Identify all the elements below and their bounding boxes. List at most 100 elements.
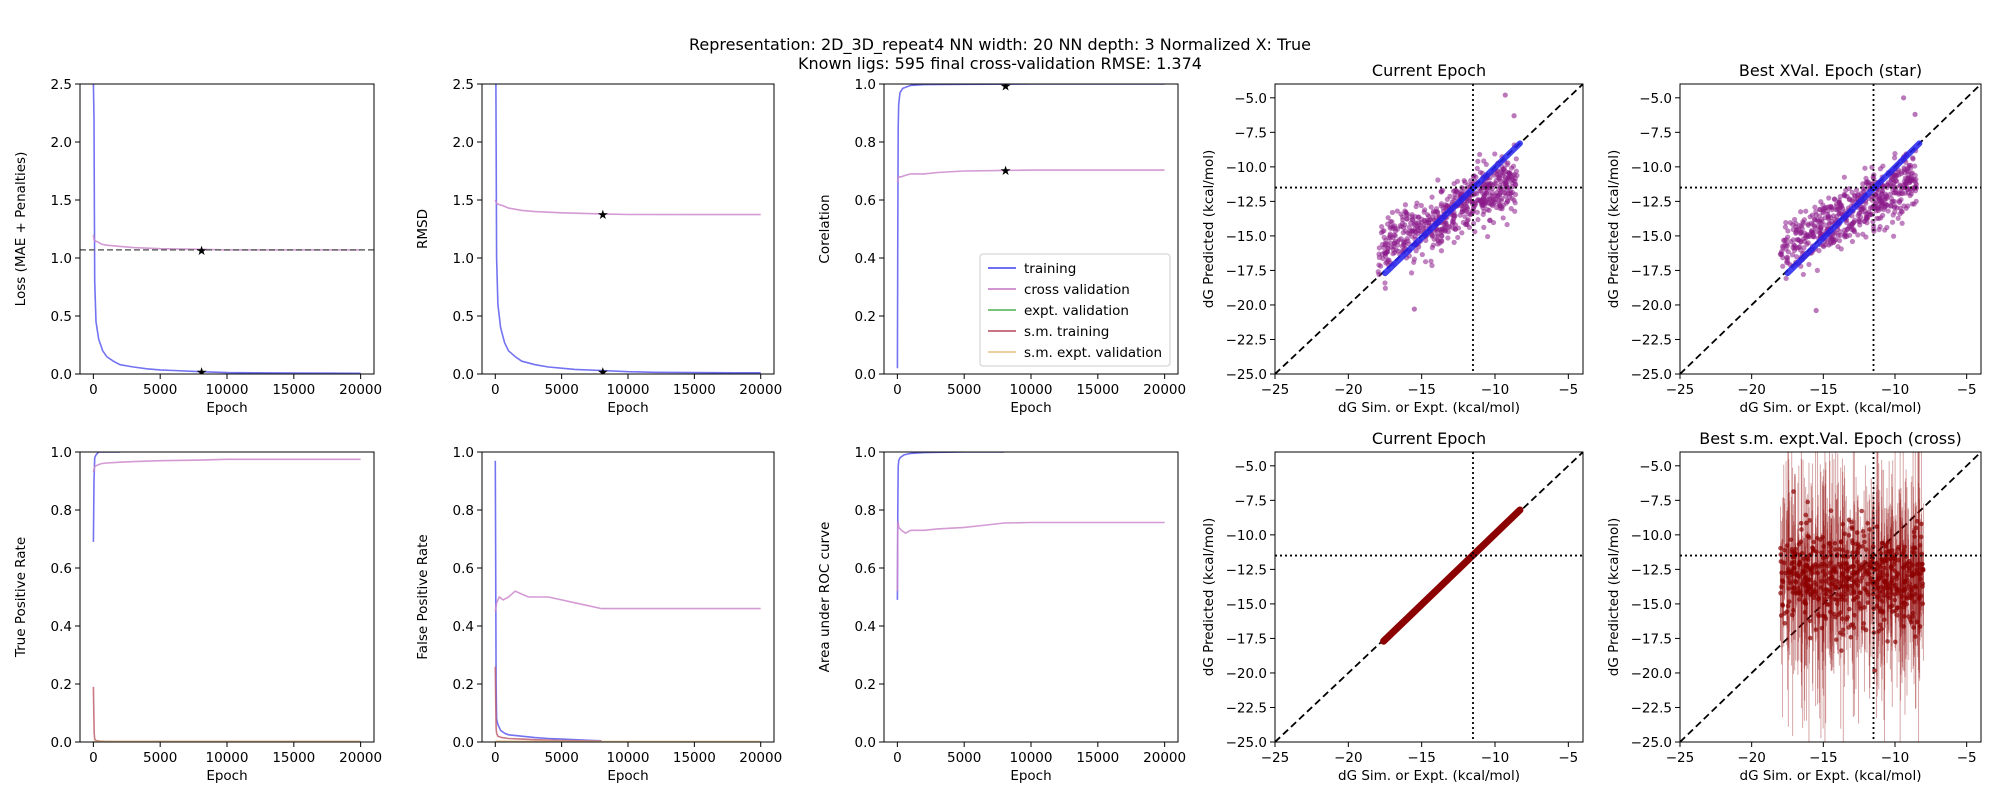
sm-point: [1805, 499, 1811, 505]
y-axis-label: dG Predicted (kcal/mol): [1201, 150, 1217, 309]
series-line-cross_validation: [494, 199, 761, 216]
sm-point: [1843, 578, 1849, 584]
sm-point: [1827, 588, 1833, 594]
sm-point: [1802, 610, 1808, 615]
cv-point: [1511, 197, 1517, 203]
sm-point: [1913, 592, 1918, 597]
cv-point: [1435, 241, 1441, 247]
y-tick-label: 0.8: [855, 135, 876, 151]
cv-point: [1453, 187, 1459, 194]
series-line-training: [92, 452, 121, 542]
x-tick-label: 10000: [206, 382, 249, 398]
sm-point: [1819, 550, 1824, 555]
sm-point: [1796, 573, 1801, 579]
axes-scatter_best: −25 −20 −15 −10 −5 −25.0 −22.5 −20.0 −17.5 −15.0 −…: [1606, 61, 1982, 416]
sm-point: [1906, 614, 1912, 619]
sm-point: [1834, 601, 1840, 607]
cv-point: [1884, 224, 1890, 231]
sm-point: [1911, 625, 1916, 630]
sm-point: [1885, 594, 1891, 599]
cv-point: [1382, 280, 1388, 286]
cv-point: [1820, 242, 1826, 249]
x-tick-label: 5000: [544, 382, 578, 398]
sm-point: [1899, 594, 1905, 599]
sm-point: [1791, 565, 1797, 570]
x-tick-label: 15000: [673, 382, 716, 398]
axes-layer: ★★0 5000 10000 15000 200000.00.51.01.52.02.5…: [13, 61, 1982, 784]
cv-point: [1475, 158, 1481, 164]
cv-point: [1438, 189, 1444, 195]
sm-point: [1890, 575, 1896, 581]
legend-label: s.m. training: [1024, 324, 1109, 340]
cv-point: [1413, 203, 1419, 210]
sm-point: [1872, 668, 1877, 673]
sm-point: [1876, 577, 1881, 582]
y-tick-label: −20.0: [1226, 298, 1267, 314]
cv-point: [1506, 172, 1512, 178]
x-tick-label: 0: [89, 750, 98, 766]
cv-point: [1880, 212, 1886, 218]
y-tick-label: −15.0: [1226, 229, 1267, 245]
sm-point: [1836, 612, 1841, 617]
sm-point: [1877, 605, 1882, 611]
sm-point: [1782, 547, 1788, 553]
cv-point: [1412, 221, 1418, 227]
cv-point: [1791, 216, 1798, 223]
cv-point: [1837, 193, 1843, 200]
y-tick-label: −12.5: [1226, 194, 1267, 210]
sm-point: [1848, 634, 1854, 640]
sm-point: [1865, 520, 1871, 526]
cv-point: [1857, 219, 1863, 225]
x-tick-label: −15: [1809, 750, 1838, 766]
cv-point: [1381, 234, 1387, 241]
cv-point: [1808, 228, 1815, 234]
sm-point: [1811, 595, 1817, 600]
series-line-cross_validation: [896, 169, 1165, 183]
cv-point: [1492, 151, 1498, 157]
series-line-sm_training: [494, 666, 602, 742]
sm-point: [1801, 570, 1807, 575]
cv-point: [1803, 208, 1809, 214]
sm-point: [1911, 529, 1917, 535]
x-tick-label: 10000: [206, 750, 249, 766]
sm-point: [1875, 584, 1881, 590]
cv-point: [1394, 208, 1400, 214]
sm-point: [1854, 550, 1859, 555]
sm-point: [1796, 541, 1802, 547]
y-tick-label: 1.0: [453, 251, 474, 267]
legend-label: s.m. expt. validation: [1024, 345, 1162, 361]
cv-outlier-point: [1901, 95, 1907, 101]
sm-point: [1811, 539, 1817, 545]
sm-point: [1823, 579, 1829, 584]
cv-point: [1496, 174, 1503, 181]
sm-point: [1860, 528, 1866, 534]
sm-point: [1849, 519, 1854, 525]
cv-point: [1793, 220, 1799, 227]
y-tick-label: −15.0: [1631, 229, 1672, 245]
cv-point: [1457, 212, 1463, 218]
sm-point: [1845, 549, 1850, 555]
sm-point: [1813, 582, 1819, 588]
x-tick-label: −10: [1481, 382, 1510, 398]
y-tick-label: −12.5: [1226, 562, 1267, 578]
y-tick-label: 0.8: [855, 503, 876, 519]
sm-point: [1865, 590, 1870, 595]
cv-point: [1849, 197, 1855, 203]
sm-point: [1845, 614, 1851, 620]
x-tick-label: 5000: [143, 750, 177, 766]
y-tick-label: −17.5: [1226, 263, 1267, 279]
sm-point: [1818, 579, 1824, 584]
sm-point: [1855, 546, 1861, 552]
cv-point: [1797, 231, 1804, 237]
axes-frame: [1679, 451, 1982, 743]
cv-point: [1417, 225, 1423, 231]
sm-point: [1886, 548, 1891, 554]
sm-point: [1894, 605, 1900, 610]
cv-point: [1798, 209, 1804, 215]
cv-point: [1850, 219, 1857, 225]
y-tick-label: −22.5: [1631, 700, 1672, 716]
cv-point: [1419, 251, 1425, 258]
sm-point: [1804, 580, 1809, 586]
cv-point: [1901, 165, 1907, 171]
sm-point: [1803, 512, 1809, 518]
